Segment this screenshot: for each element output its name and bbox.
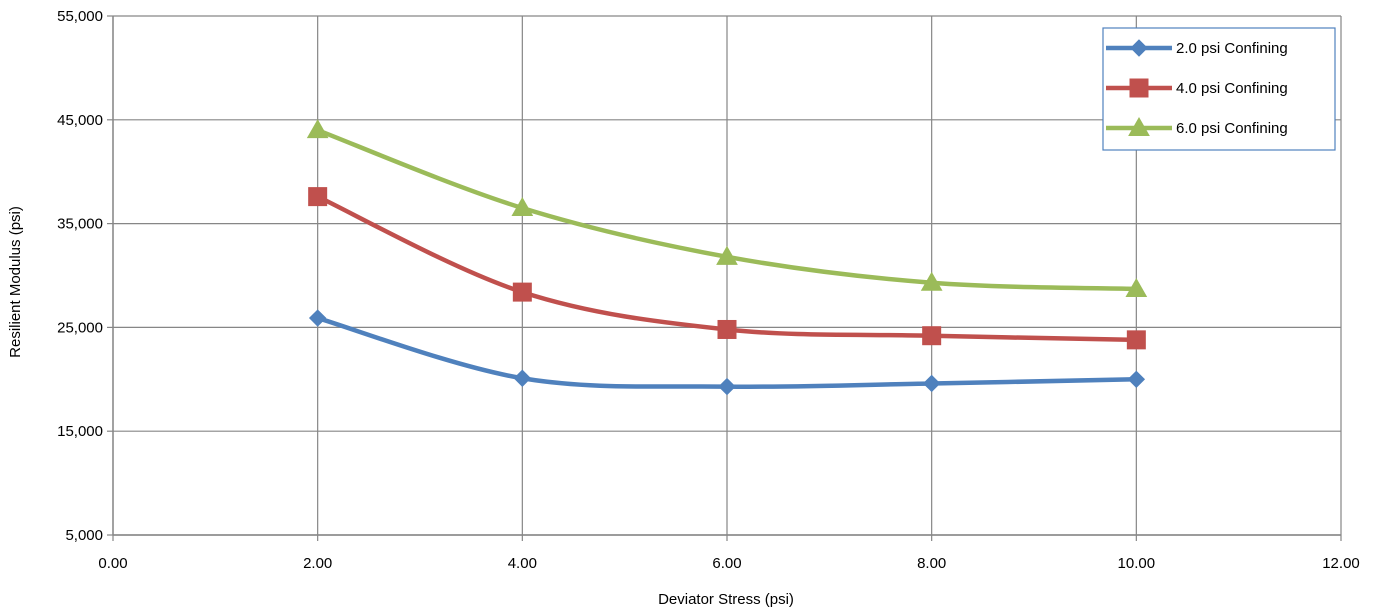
x-tick-label: 8.00 bbox=[917, 555, 946, 572]
data-point-series-2 bbox=[922, 326, 942, 346]
legend-marker-1 bbox=[1130, 39, 1148, 57]
y-axis-title: Resilient Modulus (psi) bbox=[7, 206, 24, 358]
x-tick-label: 6.00 bbox=[712, 555, 741, 572]
data-point-series-2 bbox=[717, 319, 737, 339]
data-point-series-2 bbox=[512, 282, 532, 302]
data-point-series-3 bbox=[716, 245, 738, 265]
legend-label-3: 6.0 psi Confining bbox=[1176, 120, 1288, 137]
data-point-series-1 bbox=[513, 369, 532, 387]
tick-labels: 5,000 15,000 25,000 35,000 45,000 55,000 0.00 2… bbox=[57, 8, 1360, 572]
x-tick-label: 0.00 bbox=[98, 555, 127, 572]
legend-marker-2 bbox=[1129, 78, 1149, 98]
x-tick-label: 12.00 bbox=[1322, 555, 1360, 572]
legend-marker-3 bbox=[1128, 116, 1150, 136]
data-point-series-3 bbox=[306, 119, 329, 139]
axes bbox=[107, 15, 1342, 541]
data-point-series-2 bbox=[308, 187, 328, 207]
data-point-series-1 bbox=[718, 377, 736, 396]
data-point-series-3 bbox=[920, 271, 943, 291]
data-point-series-3 bbox=[1125, 277, 1148, 297]
x-tick-label: 10.00 bbox=[1118, 555, 1156, 572]
series-markers bbox=[306, 119, 1148, 396]
y-tick-label: 45,000 bbox=[57, 112, 103, 129]
x-axis-title: Deviator Stress (psi) bbox=[658, 591, 794, 608]
data-point-series-1 bbox=[922, 374, 941, 393]
legend-label-2: 4.0 psi Confining bbox=[1176, 80, 1288, 97]
data-point-series-3 bbox=[511, 197, 534, 217]
y-tick-label: 25,000 bbox=[57, 319, 103, 336]
y-tick-label: 35,000 bbox=[57, 216, 103, 233]
x-tick-label: 2.00 bbox=[303, 555, 332, 572]
x-tick-label: 4.00 bbox=[508, 555, 537, 572]
data-point-series-2 bbox=[1126, 330, 1146, 350]
y-tick-label: 55,000 bbox=[57, 8, 103, 25]
data-point-series-1 bbox=[1127, 370, 1146, 389]
y-tick-label: 15,000 bbox=[57, 423, 103, 440]
data-point-series-1 bbox=[308, 309, 327, 327]
legend-label-1: 2.0 psi Confining bbox=[1176, 40, 1288, 57]
y-tick-label: 5,000 bbox=[65, 527, 103, 544]
legend: 2.0 psi Confining 4.0 psi Confining 6.0 ps… bbox=[1102, 27, 1336, 151]
